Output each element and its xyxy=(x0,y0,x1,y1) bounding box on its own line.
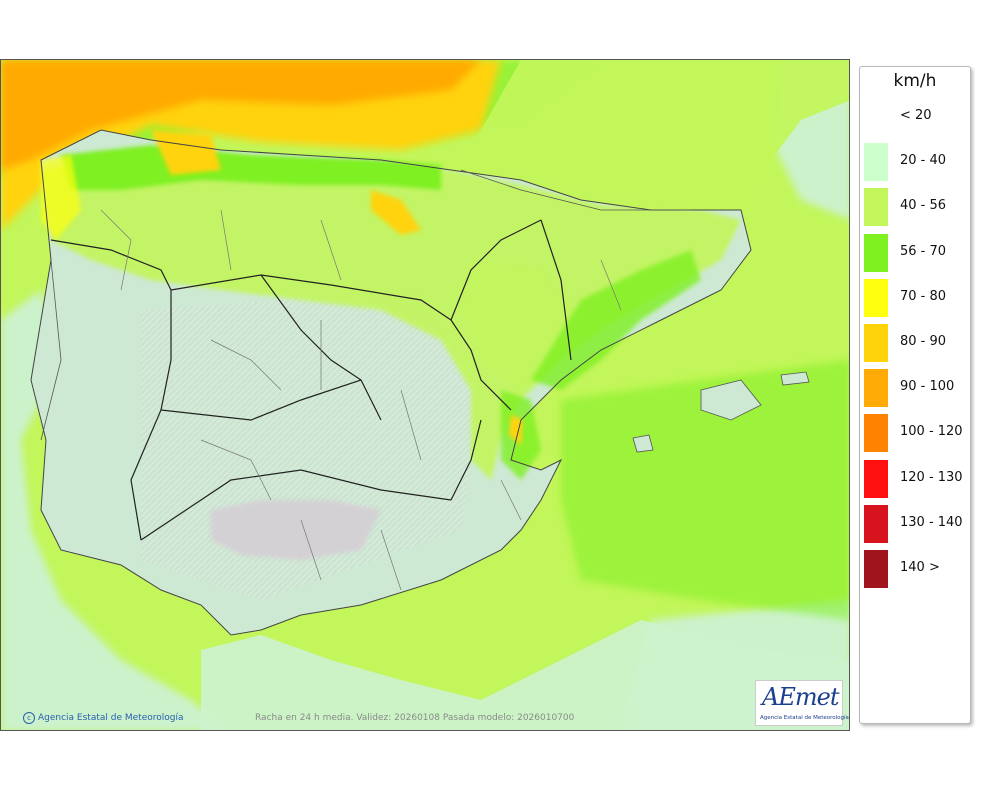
legend-label: 130 - 140 xyxy=(900,514,963,530)
province-borders xyxy=(100,209,622,591)
legend-swatch xyxy=(864,233,888,272)
legend-swatch xyxy=(864,504,888,543)
menorca-island xyxy=(780,371,810,386)
credit: c Agencia Estatal de Meteorología xyxy=(23,712,184,724)
galicia-gust-peak xyxy=(151,130,221,175)
legend-label: 140 > xyxy=(900,560,940,575)
legend-unit: km/h xyxy=(893,71,937,91)
cantabrian-coast-strong-gusts xyxy=(61,145,441,190)
legend-label: 40 - 56 xyxy=(900,198,947,214)
legend-item: < 20 xyxy=(864,95,968,135)
aemet-logo: AEmet Agencia Estatal de Meteorología xyxy=(755,680,849,726)
france-portugal-borders xyxy=(40,169,691,441)
legend-label: 20 - 40 xyxy=(900,153,947,169)
legend-item: 120 - 130 xyxy=(864,457,968,498)
legend-label: 80 - 90 xyxy=(900,334,947,349)
credit-text: Agencia Estatal de Meteorología xyxy=(38,713,184,723)
sea-low-gust-west xyxy=(1,290,229,730)
galicia-coast-gusts xyxy=(41,155,81,240)
legend-label: 90 - 100 xyxy=(900,379,955,395)
legend-item: 40 - 56 xyxy=(864,185,968,227)
legend-item: 100 - 120 xyxy=(864,411,968,453)
east-coast-strong-gusts xyxy=(531,250,701,390)
legend-label: 120 - 130 xyxy=(900,469,963,485)
legend-swatch xyxy=(864,459,888,498)
north-africa-land xyxy=(201,620,849,730)
legend: km/h < 20 20 - 40 40 - 56 56 - 70 70 - 80 80 … xyxy=(859,66,971,724)
legend-item: 140 > xyxy=(864,547,968,588)
legend-item: 70 - 80 xyxy=(864,276,968,317)
sea-moderate-gust-mediterranean xyxy=(561,360,849,620)
map-canvas xyxy=(1,60,849,730)
ibiza-island xyxy=(632,434,654,453)
legend-label: 70 - 80 xyxy=(900,288,947,304)
legend-swatch xyxy=(864,278,888,317)
legend-swatch xyxy=(864,414,888,453)
basque-gust-peak xyxy=(371,190,421,235)
atlantic-strong-gust-zone xyxy=(1,60,481,170)
legend-item: 56 - 70 xyxy=(864,231,968,272)
legend-swatch xyxy=(864,369,888,408)
legend-item: 80 - 90 xyxy=(864,321,968,362)
regional-borders xyxy=(50,219,572,541)
legend-label: 56 - 70 xyxy=(900,243,947,259)
north-land-gust-belt xyxy=(41,150,741,480)
legend-item: 130 - 140 xyxy=(864,502,968,543)
copyright-icon: c xyxy=(23,712,35,724)
legend-item: 90 - 100 xyxy=(864,366,968,408)
legend-item: 20 - 40 xyxy=(864,140,968,182)
iberian-system-gust-peak xyxy=(509,415,523,445)
legend-label: < 20 xyxy=(900,108,932,123)
map-caption: Racha en 24 h media. Validez: 20260108 P… xyxy=(255,713,575,723)
legend-swatch xyxy=(864,143,888,182)
sierra-nevada-relief xyxy=(211,500,381,560)
coastline xyxy=(30,129,752,636)
mallorca-island xyxy=(700,379,762,421)
logo-text: AEmet xyxy=(762,683,839,711)
logo-subtitle: Agencia Estatal de Meteorología xyxy=(760,715,849,721)
wind-gust-map[interactable]: c Agencia Estatal de Meteorología Racha … xyxy=(0,59,850,731)
legend-swatch xyxy=(864,188,888,227)
france-land xyxy=(451,60,849,210)
legend-label: 100 - 120 xyxy=(900,424,963,440)
legend-swatch xyxy=(864,324,888,362)
legend-swatch xyxy=(864,550,888,588)
